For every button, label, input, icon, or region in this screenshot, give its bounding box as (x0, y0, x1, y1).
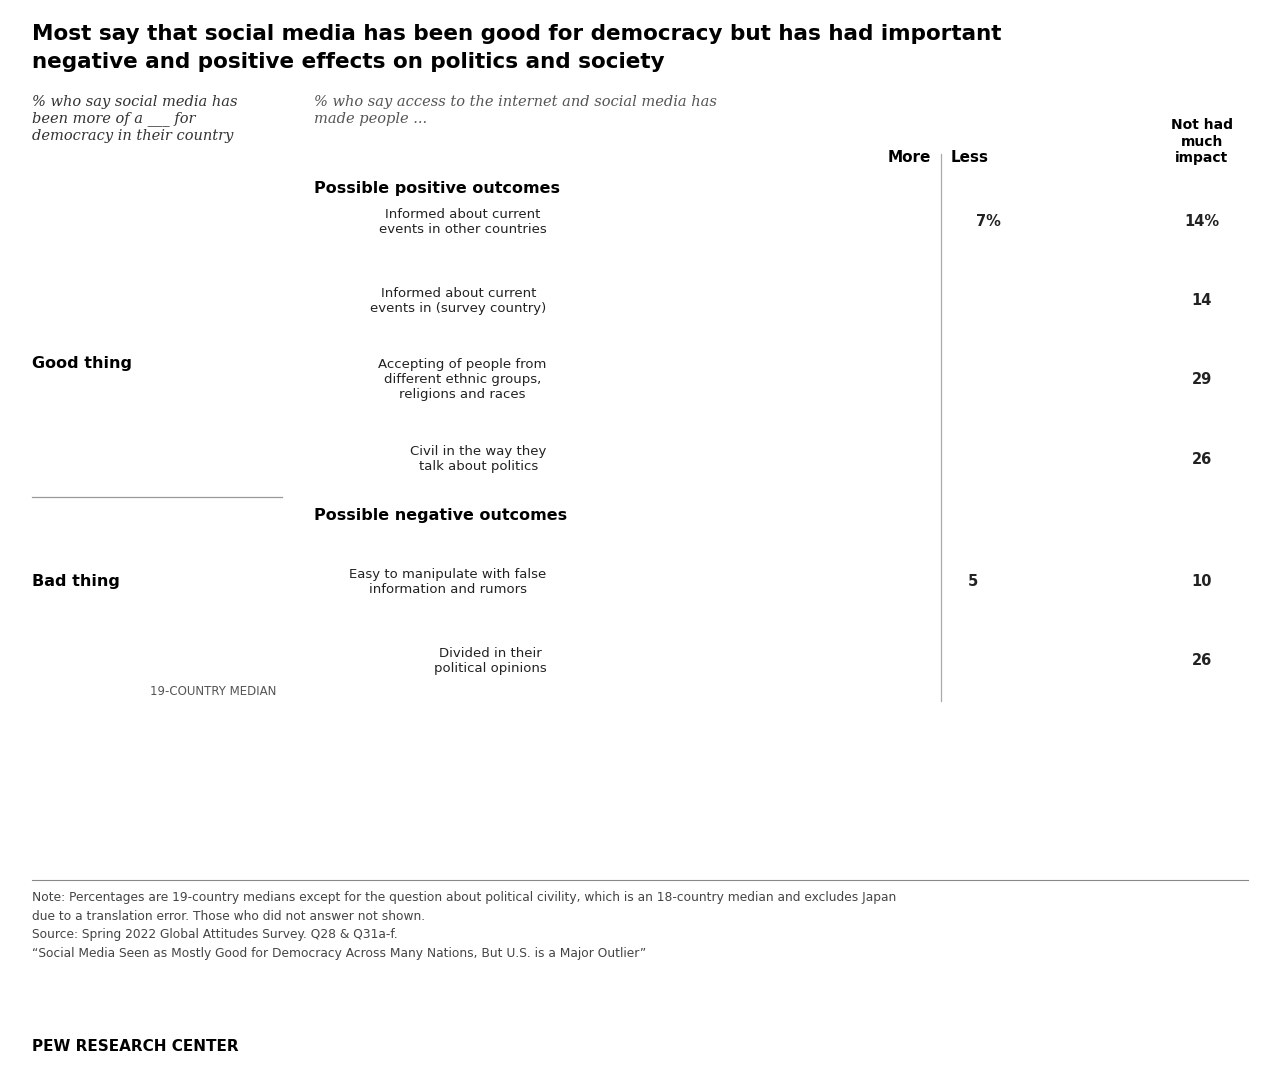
Text: 9: 9 (954, 294, 964, 308)
Text: Less: Less (951, 150, 989, 165)
Text: Civil in the way they
talk about politics: Civil in the way they talk about politic… (410, 446, 547, 473)
Text: Bad thing: Bad thing (32, 573, 120, 589)
Text: Informed about current
events in (survey country): Informed about current events in (survey… (370, 287, 547, 314)
Text: 84: 84 (905, 575, 925, 589)
Text: 26: 26 (1192, 654, 1212, 668)
Text: 46: 46 (1020, 452, 1041, 466)
Text: Possible negative outcomes: Possible negative outcomes (314, 508, 567, 524)
Text: 35%: 35% (188, 571, 238, 591)
Text: More: More (887, 150, 931, 165)
Text: 14: 14 (1192, 294, 1212, 308)
Text: 7%: 7% (975, 215, 1001, 229)
Text: Possible positive outcomes: Possible positive outcomes (314, 181, 559, 196)
Text: 57%: 57% (188, 353, 238, 373)
Text: 14%: 14% (1184, 215, 1220, 229)
Text: PEW RESEARCH CENTER: PEW RESEARCH CENTER (32, 1038, 238, 1054)
Text: 22: 22 (974, 373, 993, 387)
Text: Divided in their
political opinions: Divided in their political opinions (434, 647, 547, 674)
Text: 45: 45 (913, 373, 933, 387)
Text: 19-COUNTRY MEDIAN: 19-COUNTRY MEDIAN (150, 685, 276, 698)
Text: Most say that social media has been good for democracy but has had important: Most say that social media has been good… (32, 24, 1001, 43)
Text: 23: 23 (916, 452, 937, 466)
Text: 73: 73 (908, 294, 927, 308)
Text: 29: 29 (1192, 373, 1212, 387)
Text: Informed about current
events in other countries: Informed about current events in other c… (379, 208, 547, 235)
Text: Not had
much
impact: Not had much impact (1171, 118, 1233, 165)
Text: Good thing: Good thing (32, 356, 132, 371)
Text: Note: Percentages are 19-country medians except for the question about political: Note: Percentages are 19-country medians… (32, 891, 896, 959)
Text: % who say social media has
been more of a ___ for
democracy in their country: % who say social media has been more of … (32, 95, 238, 143)
Text: 8: 8 (951, 654, 961, 668)
Text: % who say access to the internet and social media has
made people ...: % who say access to the internet and soc… (314, 95, 717, 126)
Text: 26: 26 (1192, 452, 1212, 466)
Text: Easy to manipulate with false
information and rumors: Easy to manipulate with false informatio… (349, 568, 547, 595)
Text: 5: 5 (968, 575, 978, 589)
Text: negative and positive effects on politics and society: negative and positive effects on politic… (32, 52, 664, 72)
Text: 65: 65 (909, 654, 929, 668)
Text: Accepting of people from
different ethnic groups,
religions and races: Accepting of people from different ethni… (378, 359, 547, 401)
Text: 10: 10 (1192, 575, 1212, 589)
Text: 73%: 73% (892, 215, 927, 229)
